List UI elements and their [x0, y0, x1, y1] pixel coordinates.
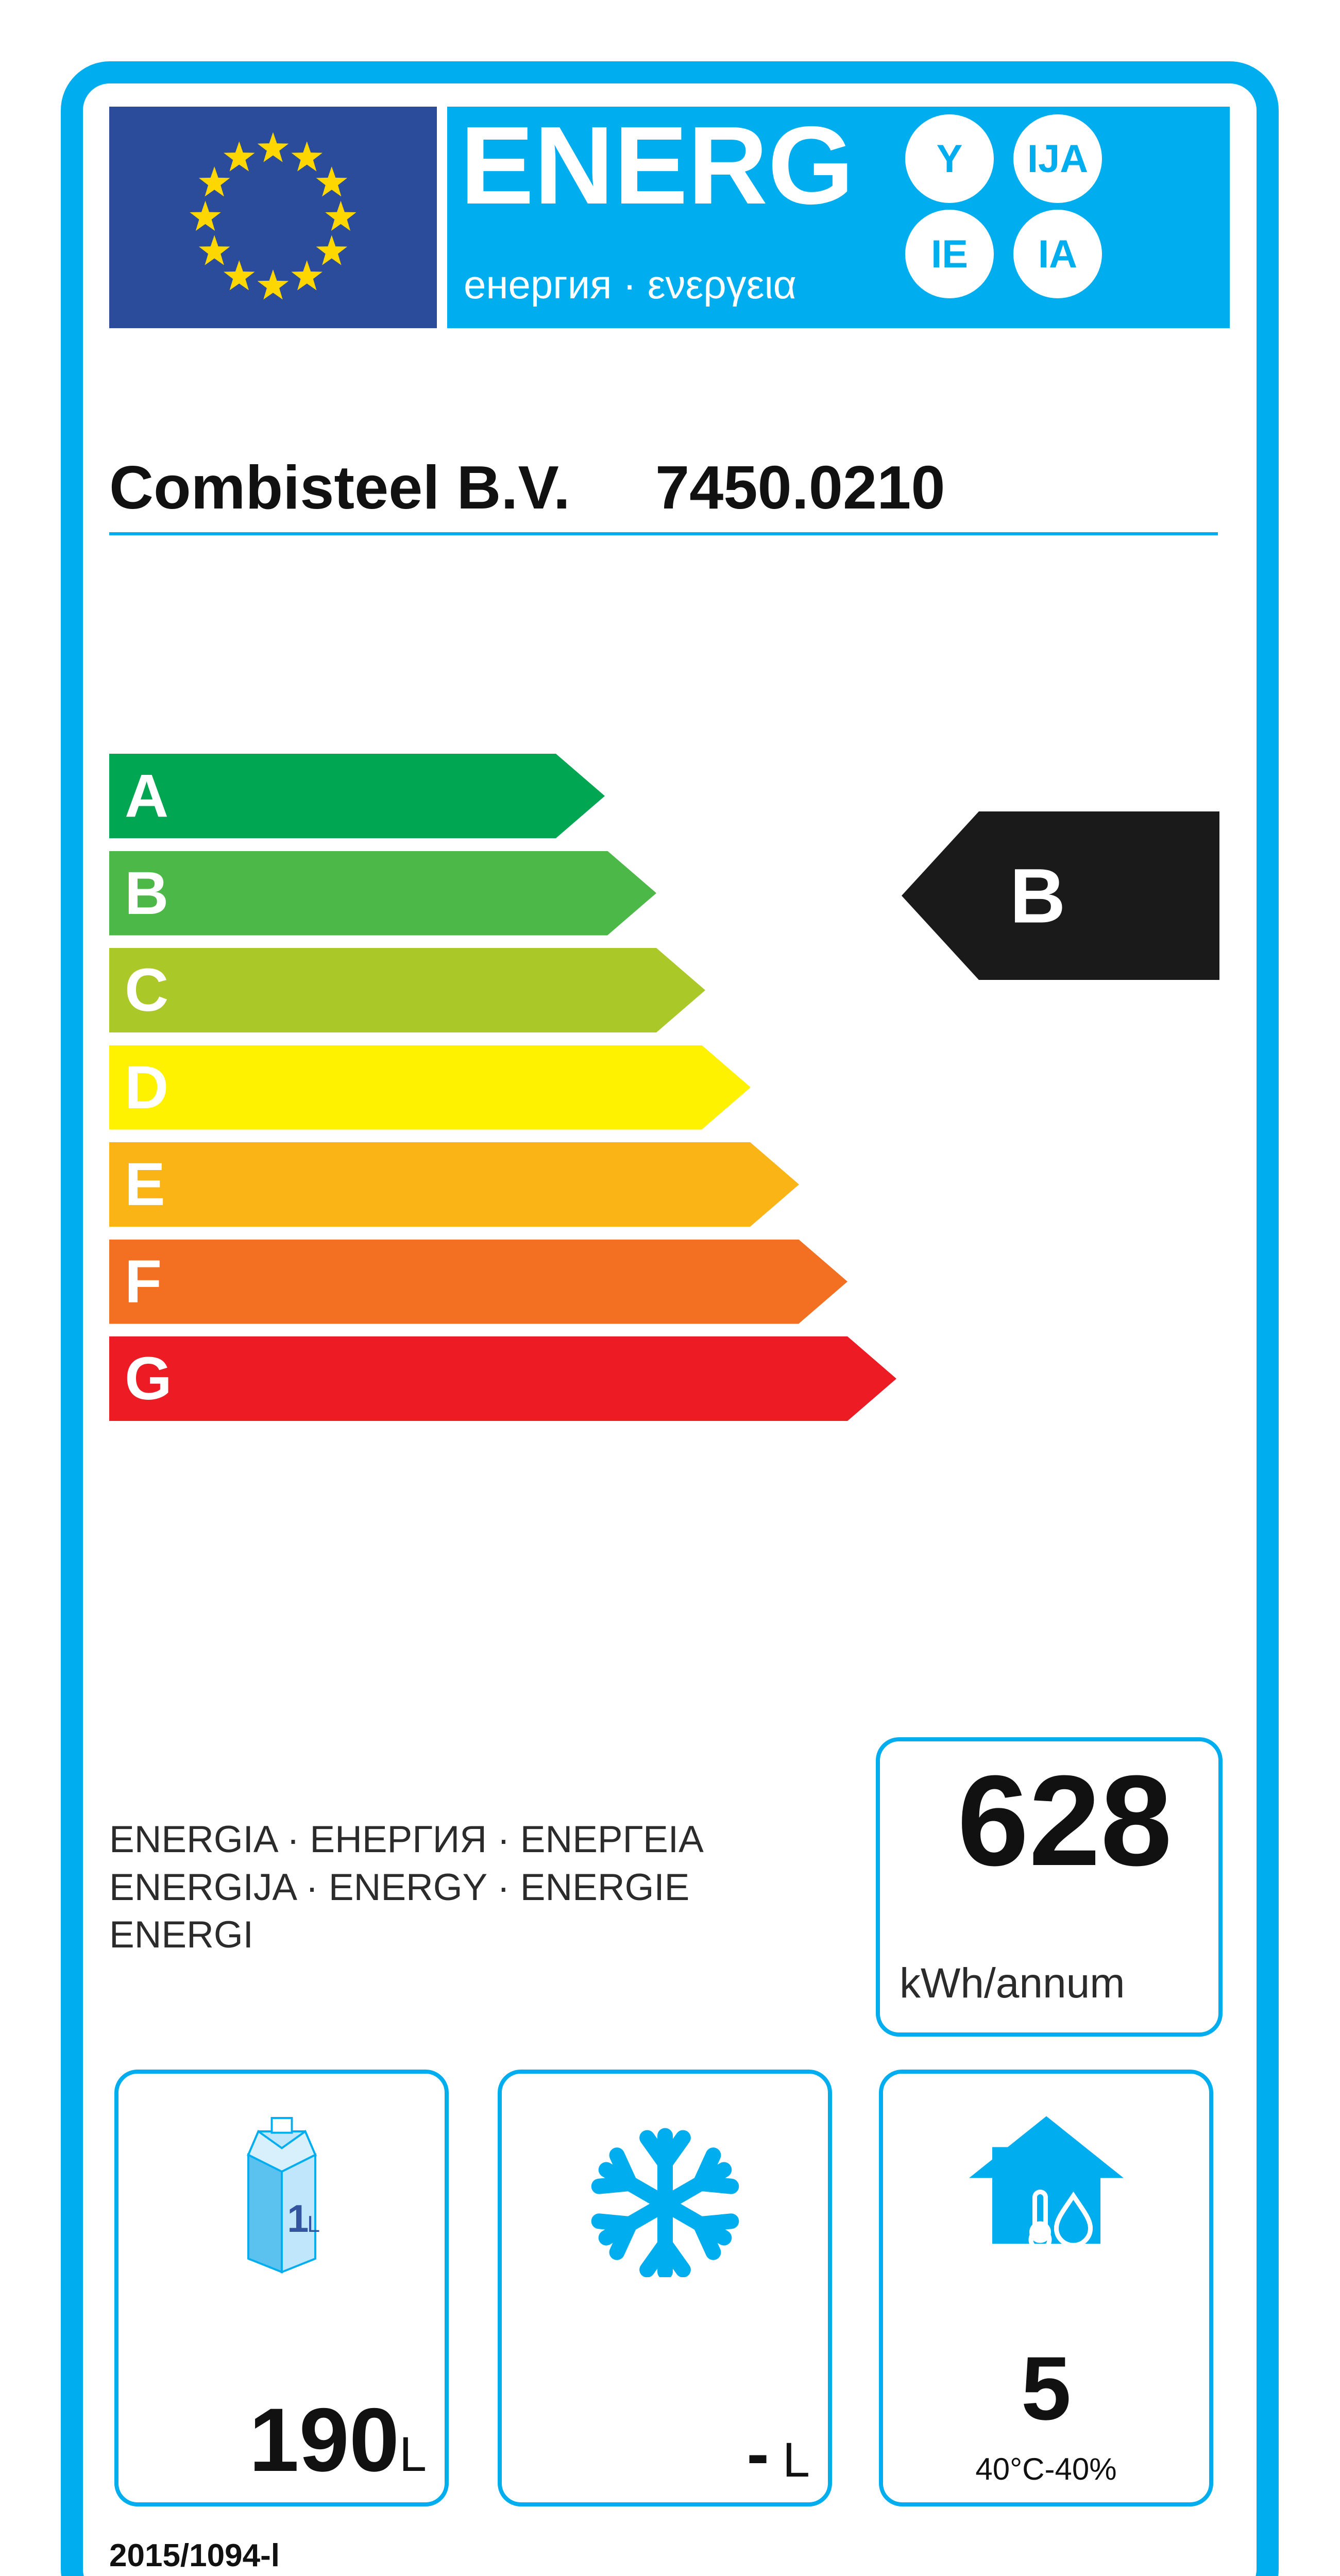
- svg-text:1: 1: [287, 2197, 309, 2240]
- svg-text:L: L: [307, 2212, 320, 2237]
